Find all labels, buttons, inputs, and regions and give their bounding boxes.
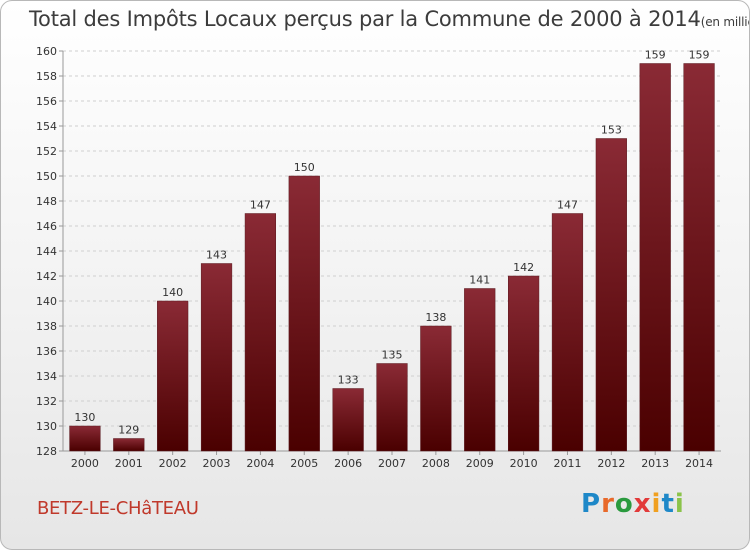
x-tick-label-2000: 2000	[71, 457, 99, 470]
logo-letter: o	[614, 489, 634, 519]
y-tick-label: 158	[36, 70, 57, 83]
data-label-2004: 147	[250, 199, 271, 212]
data-label-2005: 150	[294, 161, 315, 174]
data-label-2009: 141	[469, 274, 490, 287]
x-tick-label-2014: 2014	[685, 457, 713, 470]
proxiti-logo: Proxiti	[581, 489, 685, 519]
logo-letter: i	[651, 489, 662, 519]
data-label-2001: 129	[118, 424, 139, 437]
data-label-2000: 130	[74, 411, 95, 424]
logo-letter: P	[581, 489, 602, 519]
x-tick-label-2002: 2002	[159, 457, 187, 470]
bar-2006	[332, 388, 364, 452]
data-labels: 130 129 140 143 147 150 133 135 138 141 142 147 153 1…	[74, 49, 709, 437]
x-tick-label-2013: 2013	[641, 457, 669, 470]
commune-name: BETZ-LE-CHâTEAU	[37, 498, 199, 519]
x-tick-label-2011: 2011	[553, 457, 581, 470]
bar-2002	[157, 300, 189, 452]
y-tick-label: 152	[36, 145, 57, 158]
data-label-2011: 147	[557, 199, 578, 212]
bars	[69, 63, 715, 452]
y-tick-label: 134	[36, 370, 57, 383]
data-label-2003: 143	[206, 249, 227, 262]
x-tick-label-2003: 2003	[203, 457, 231, 470]
y-tick-label: 160	[36, 45, 57, 58]
y-tick-label: 154	[36, 120, 57, 133]
y-tick-label: 150	[36, 170, 57, 183]
data-label-2008: 138	[425, 311, 446, 324]
y-tick-label: 130	[36, 420, 57, 433]
x-tick-label-2007: 2007	[378, 457, 406, 470]
chart-title-unit: (en milliers d'€)	[700, 15, 749, 29]
x-tick-label-2008: 2008	[422, 457, 450, 470]
y-tick-label: 128	[36, 445, 57, 458]
bar-2005	[288, 175, 320, 452]
x-tick-label-2012: 2012	[597, 457, 625, 470]
bar-2010	[507, 275, 540, 452]
x-tick-label-2004: 2004	[246, 457, 274, 470]
bar-2007	[376, 363, 408, 452]
logo-letter: r	[601, 489, 615, 519]
bar-2011	[551, 213, 584, 452]
y-tick-label: 144	[36, 245, 57, 258]
data-label-2007: 135	[382, 349, 403, 362]
x-tick-label-2001: 2001	[115, 457, 143, 470]
bar-2013	[639, 63, 671, 452]
logo-letter: i	[674, 489, 685, 519]
bar-2009	[464, 288, 496, 452]
y-tick-label: 146	[36, 220, 57, 233]
bar-2003	[200, 263, 233, 452]
bar-2000	[69, 425, 101, 452]
x-tick-label-2010: 2010	[510, 457, 538, 470]
y-tick-label: 156	[36, 95, 57, 108]
bar-2012	[595, 138, 627, 452]
y-tick-label: 140	[36, 295, 57, 308]
bar-2001	[113, 438, 145, 452]
logo-letter: t	[661, 489, 675, 519]
data-label-2002: 140	[162, 286, 183, 299]
y-tick-label: 132	[36, 395, 57, 408]
y-tick-label: 138	[36, 320, 57, 333]
bar-2014	[683, 63, 715, 452]
x-tick-label-2005: 2005	[290, 457, 318, 470]
y-tick-label: 142	[36, 270, 57, 283]
chart-title-text: Total des Impôts Locaux perçus par la Co…	[29, 7, 701, 31]
data-label-2006: 133	[338, 374, 359, 387]
x-tick-label-2009: 2009	[466, 457, 494, 470]
chart-title: Total des Impôts Locaux perçus par la Co…	[29, 7, 749, 31]
data-label-2014: 159	[689, 49, 710, 62]
x-tick-label-2006: 2006	[334, 457, 362, 470]
y-tick-label: 148	[36, 195, 57, 208]
data-label-2013: 159	[645, 49, 666, 62]
bar-2004	[244, 213, 277, 452]
data-label-2010: 142	[513, 261, 534, 274]
bar-2008	[420, 325, 452, 452]
logo-letter: x	[633, 489, 652, 519]
y-tick-label: 136	[36, 345, 57, 358]
axes: 128 130 132 134 136 138 140 142 144 146 148 150 152 1…	[36, 45, 721, 470]
data-label-2012: 153	[601, 124, 622, 137]
